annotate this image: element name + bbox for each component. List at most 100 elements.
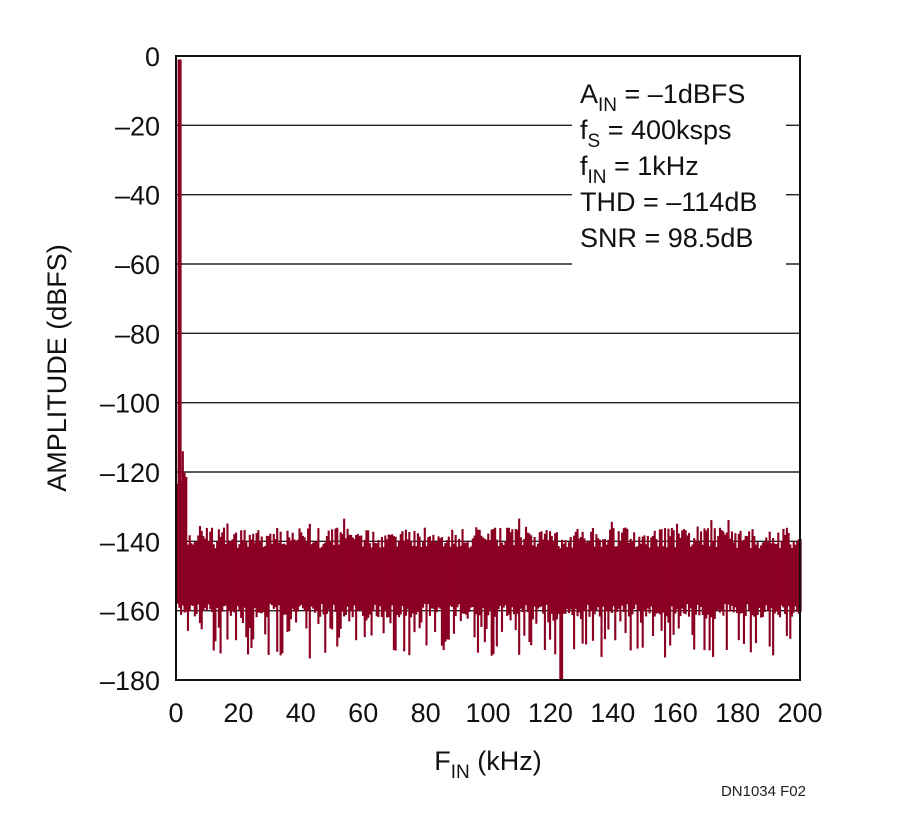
noise-bar (648, 547, 651, 614)
noise-bar (533, 536, 536, 607)
noise-bar (689, 546, 692, 609)
noise-bar (276, 527, 279, 652)
noise-bar (293, 539, 296, 612)
noise-bar (478, 529, 481, 616)
noise-bar (778, 548, 782, 618)
noise-bar (296, 539, 299, 612)
noise-bar (763, 542, 766, 613)
noise-bar (212, 544, 215, 651)
noise-bar (739, 530, 742, 614)
noise-bar (267, 536, 270, 655)
noise-bar (621, 532, 624, 606)
noise-bar (643, 535, 646, 612)
noise-bar (609, 529, 612, 611)
noise-bar (344, 538, 347, 615)
noise-bar (550, 536, 553, 614)
y-tick-label: –160 (100, 597, 160, 627)
noise-bar (233, 534, 236, 613)
noise-bar (567, 542, 570, 614)
noise-bar (291, 532, 294, 609)
noise-bar (737, 533, 740, 641)
x-tick-label: 60 (348, 698, 378, 728)
noise-bar (605, 544, 608, 612)
noise-bar (780, 540, 783, 606)
noise-bar (746, 536, 749, 605)
noise-bar (404, 529, 407, 616)
noise-bar (660, 529, 663, 631)
noise-bar (434, 542, 437, 632)
noise-bar (372, 531, 375, 611)
noise-bar (777, 532, 780, 615)
noise-bar (300, 532, 303, 605)
noise-bar (677, 533, 680, 629)
noise-bar (255, 533, 258, 618)
noise-bar (389, 534, 392, 624)
x-tick-label: 160 (653, 698, 698, 728)
noise-bar (787, 532, 790, 607)
noise-bar (790, 547, 794, 617)
noise-bar (566, 547, 569, 609)
noise-bar (466, 540, 469, 619)
noise-bar (444, 543, 447, 642)
noise-bar (651, 535, 655, 637)
noise-bar (317, 528, 320, 624)
noise-bar (530, 535, 533, 646)
noise-bar (319, 548, 322, 617)
noise-bar (416, 533, 419, 612)
noise-bar (197, 535, 200, 605)
noise-bar (420, 546, 423, 623)
noise-bar (607, 539, 610, 630)
noise-bar (483, 538, 486, 643)
noise-bar (585, 542, 588, 645)
noise-bar (449, 546, 452, 606)
noise-bar (185, 476, 188, 612)
noise-bar (665, 547, 668, 617)
noise-bar (349, 534, 353, 612)
noise-bar (784, 534, 787, 614)
noise-bar (712, 540, 715, 657)
noise-bar (410, 541, 413, 618)
noise-bar (458, 538, 461, 605)
noise-bar (427, 537, 430, 605)
noise-bar (331, 529, 334, 630)
noise-bar (351, 537, 354, 618)
noise-bar (475, 527, 478, 615)
y-tick-label: –80 (115, 319, 160, 349)
noise-bar (272, 533, 275, 609)
annotation-line: SNR = 98.5dB (580, 223, 753, 253)
annotation-line: THD = –114dB (580, 187, 757, 217)
noise-bar (468, 547, 471, 612)
noise-bar (190, 543, 193, 606)
noise-bar (583, 538, 586, 611)
noise-bar (222, 527, 226, 607)
noise-bar (766, 542, 770, 611)
noise-bar (612, 528, 615, 607)
noise-bar (492, 529, 495, 655)
noise-bar (634, 547, 637, 605)
noise-bar (524, 526, 528, 606)
noise-bar (401, 531, 404, 607)
noise-bar (437, 536, 440, 608)
noise-bar (718, 527, 721, 613)
noise-bar (622, 528, 625, 613)
noise-bar (754, 544, 758, 644)
noise-bar (274, 539, 277, 608)
noise-bar (619, 541, 622, 622)
noise-bar (516, 529, 519, 614)
noise-bar (286, 530, 289, 632)
noise-bar (519, 537, 522, 609)
noise-bar (543, 533, 546, 650)
noise-bar (432, 534, 435, 609)
noise-bar (262, 546, 265, 613)
noise-bar (684, 530, 687, 615)
noise-bar (470, 546, 473, 608)
noise-bar (598, 539, 601, 617)
noise-bar (675, 523, 679, 610)
noise-bar (595, 534, 598, 611)
noise-bar (753, 536, 756, 617)
noise-bar (631, 541, 634, 615)
noise-bar (456, 546, 459, 608)
y-tick-label: 0 (145, 42, 160, 72)
noise-bar (217, 529, 220, 628)
